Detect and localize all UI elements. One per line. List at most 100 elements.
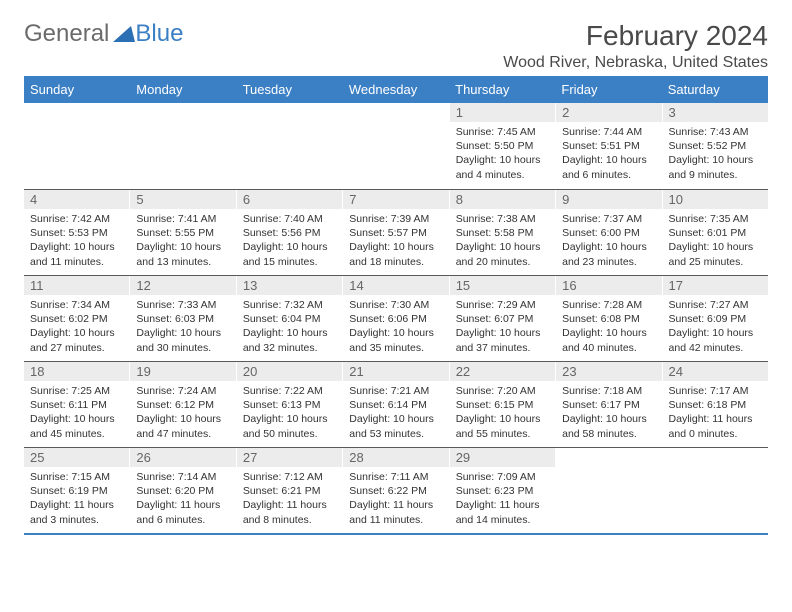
sunset-line: Sunset: 6:11 PM: [30, 398, 123, 412]
calendar-cell: 27Sunrise: 7:12 AMSunset: 6:21 PMDayligh…: [236, 448, 342, 533]
sunrise-line: Sunrise: 7:29 AM: [456, 298, 549, 312]
sunset-line: Sunset: 6:09 PM: [669, 312, 762, 326]
calendar-cell: 12Sunrise: 7:33 AMSunset: 6:03 PMDayligh…: [129, 276, 235, 361]
day-details: Sunrise: 7:40 AMSunset: 5:56 PMDaylight:…: [237, 209, 342, 275]
daylight-line: Daylight: 10 hours and 13 minutes.: [136, 240, 229, 268]
sunset-line: Sunset: 5:57 PM: [349, 226, 442, 240]
sunset-line: Sunset: 6:13 PM: [243, 398, 336, 412]
calendar-cell: 16Sunrise: 7:28 AMSunset: 6:08 PMDayligh…: [555, 276, 661, 361]
calendar-cell: 15Sunrise: 7:29 AMSunset: 6:07 PMDayligh…: [449, 276, 555, 361]
weekday-header: Wednesday: [343, 78, 449, 101]
sunrise-line: Sunrise: 7:37 AM: [562, 212, 655, 226]
sunset-line: Sunset: 6:23 PM: [456, 484, 549, 498]
sunset-line: Sunset: 5:50 PM: [456, 139, 549, 153]
month-title: February 2024: [503, 20, 768, 52]
calendar-cell: 18Sunrise: 7:25 AMSunset: 6:11 PMDayligh…: [24, 362, 129, 447]
day-number: 14: [343, 276, 448, 295]
daylight-line: Daylight: 10 hours and 37 minutes.: [456, 326, 549, 354]
day-number: 27: [237, 448, 342, 467]
sunrise-line: Sunrise: 7:34 AM: [30, 298, 123, 312]
calendar-cell: [236, 103, 342, 189]
day-details: Sunrise: 7:42 AMSunset: 5:53 PMDaylight:…: [24, 209, 129, 275]
daylight-line: Daylight: 10 hours and 55 minutes.: [456, 412, 549, 440]
sunrise-line: Sunrise: 7:14 AM: [136, 470, 229, 484]
day-details: Sunrise: 7:44 AMSunset: 5:51 PMDaylight:…: [556, 122, 661, 188]
daylight-line: Daylight: 10 hours and 30 minutes.: [136, 326, 229, 354]
day-number: 20: [237, 362, 342, 381]
calendar-cell: [555, 448, 661, 533]
calendar-cell: 14Sunrise: 7:30 AMSunset: 6:06 PMDayligh…: [342, 276, 448, 361]
day-details: Sunrise: 7:32 AMSunset: 6:04 PMDaylight:…: [237, 295, 342, 361]
day-number: 7: [343, 190, 448, 209]
sunrise-line: Sunrise: 7:43 AM: [669, 125, 762, 139]
day-details: Sunrise: 7:24 AMSunset: 6:12 PMDaylight:…: [130, 381, 235, 447]
sunrise-line: Sunrise: 7:22 AM: [243, 384, 336, 398]
calendar-cell: 4Sunrise: 7:42 AMSunset: 5:53 PMDaylight…: [24, 190, 129, 275]
calendar-cell: 23Sunrise: 7:18 AMSunset: 6:17 PMDayligh…: [555, 362, 661, 447]
weekday-header: Sunday: [24, 78, 130, 101]
day-number: 2: [556, 103, 661, 122]
sunset-line: Sunset: 6:00 PM: [562, 226, 655, 240]
day-details: Sunrise: 7:29 AMSunset: 6:07 PMDaylight:…: [450, 295, 555, 361]
day-number: 29: [450, 448, 555, 467]
sunset-line: Sunset: 6:19 PM: [30, 484, 123, 498]
calendar-cell: 2Sunrise: 7:44 AMSunset: 5:51 PMDaylight…: [555, 103, 661, 189]
day-number: 21: [343, 362, 448, 381]
day-number: [556, 448, 661, 467]
sunrise-line: Sunrise: 7:11 AM: [349, 470, 442, 484]
title-block: February 2024 Wood River, Nebraska, Unit…: [503, 20, 768, 72]
sunset-line: Sunset: 6:06 PM: [349, 312, 442, 326]
sunset-line: Sunset: 5:56 PM: [243, 226, 336, 240]
calendar-row: 25Sunrise: 7:15 AMSunset: 6:19 PMDayligh…: [24, 447, 768, 533]
daylight-line: Daylight: 11 hours and 11 minutes.: [349, 498, 442, 526]
sunset-line: Sunset: 6:14 PM: [349, 398, 442, 412]
logo-triangle-icon: [113, 26, 135, 42]
calendar-cell: [342, 103, 448, 189]
daylight-line: Daylight: 11 hours and 14 minutes.: [456, 498, 549, 526]
calendar-cell: 25Sunrise: 7:15 AMSunset: 6:19 PMDayligh…: [24, 448, 129, 533]
daylight-line: Daylight: 11 hours and 0 minutes.: [669, 412, 762, 440]
calendar-cell: 17Sunrise: 7:27 AMSunset: 6:09 PMDayligh…: [662, 276, 768, 361]
day-details: Sunrise: 7:27 AMSunset: 6:09 PMDaylight:…: [663, 295, 768, 361]
calendar-cell: [24, 103, 129, 189]
sunrise-line: Sunrise: 7:45 AM: [456, 125, 549, 139]
daylight-line: Daylight: 10 hours and 32 minutes.: [243, 326, 336, 354]
day-number: 15: [450, 276, 555, 295]
daylight-line: Daylight: 10 hours and 9 minutes.: [669, 153, 762, 181]
day-number: 18: [24, 362, 129, 381]
calendar-cell: 22Sunrise: 7:20 AMSunset: 6:15 PMDayligh…: [449, 362, 555, 447]
day-number: 23: [556, 362, 661, 381]
day-details: Sunrise: 7:20 AMSunset: 6:15 PMDaylight:…: [450, 381, 555, 447]
calendar-cell: 3Sunrise: 7:43 AMSunset: 5:52 PMDaylight…: [662, 103, 768, 189]
sunrise-line: Sunrise: 7:09 AM: [456, 470, 549, 484]
day-number: [237, 103, 342, 122]
daylight-line: Daylight: 10 hours and 4 minutes.: [456, 153, 549, 181]
day-details: Sunrise: 7:21 AMSunset: 6:14 PMDaylight:…: [343, 381, 448, 447]
sunrise-line: Sunrise: 7:33 AM: [136, 298, 229, 312]
sunrise-line: Sunrise: 7:21 AM: [349, 384, 442, 398]
sunset-line: Sunset: 6:03 PM: [136, 312, 229, 326]
daylight-line: Daylight: 10 hours and 58 minutes.: [562, 412, 655, 440]
weekday-header: Saturday: [662, 78, 768, 101]
daylight-line: Daylight: 10 hours and 20 minutes.: [456, 240, 549, 268]
weekday-header: Monday: [130, 78, 236, 101]
day-details: Sunrise: 7:38 AMSunset: 5:58 PMDaylight:…: [450, 209, 555, 275]
calendar-cell: 20Sunrise: 7:22 AMSunset: 6:13 PMDayligh…: [236, 362, 342, 447]
sunrise-line: Sunrise: 7:39 AM: [349, 212, 442, 226]
sunrise-line: Sunrise: 7:35 AM: [669, 212, 762, 226]
sunrise-line: Sunrise: 7:20 AM: [456, 384, 549, 398]
sunset-line: Sunset: 5:55 PM: [136, 226, 229, 240]
day-number: 22: [450, 362, 555, 381]
day-number: 3: [663, 103, 768, 122]
daylight-line: Daylight: 10 hours and 11 minutes.: [30, 240, 123, 268]
location-text: Wood River, Nebraska, United States: [503, 54, 768, 72]
calendar-cell: 21Sunrise: 7:21 AMSunset: 6:14 PMDayligh…: [342, 362, 448, 447]
calendar-row: 4Sunrise: 7:42 AMSunset: 5:53 PMDaylight…: [24, 189, 768, 275]
day-details: Sunrise: 7:12 AMSunset: 6:21 PMDaylight:…: [237, 467, 342, 533]
day-number: 24: [663, 362, 768, 381]
day-number: 16: [556, 276, 661, 295]
weekday-header: Tuesday: [237, 78, 343, 101]
daylight-line: Daylight: 10 hours and 45 minutes.: [30, 412, 123, 440]
day-number: [24, 103, 129, 122]
weekday-header: Friday: [555, 78, 661, 101]
